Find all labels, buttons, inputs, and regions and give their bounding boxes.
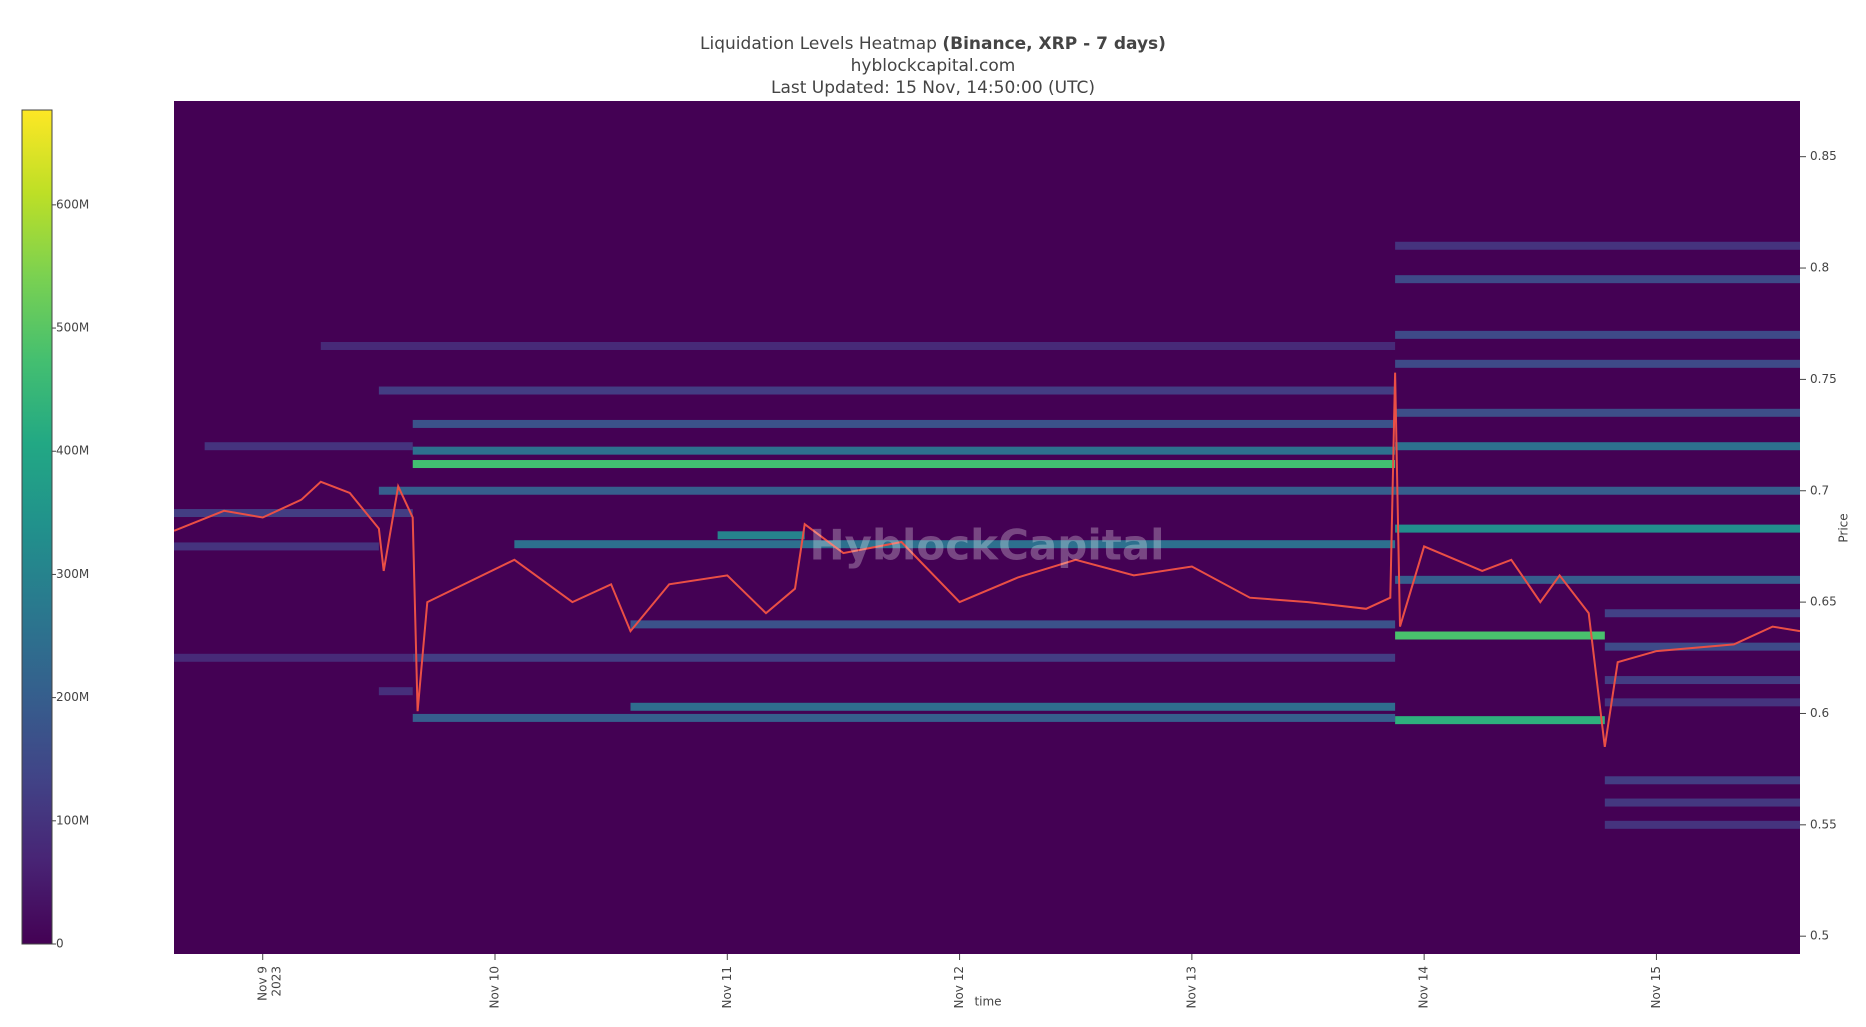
colorbar-tick-label: 600M xyxy=(56,197,89,211)
colorbar-tick-label: 300M xyxy=(56,567,89,581)
y-tick-label: 0.55 xyxy=(1810,817,1837,831)
tick-label-line: Nov 9 xyxy=(255,966,269,1001)
liquidation-level xyxy=(1395,575,1800,584)
last-updated: Last Updated: 15 Nov, 14:50:00 (UTC) xyxy=(771,78,1095,98)
liquidation-level xyxy=(1604,609,1800,618)
liquidation-level xyxy=(412,713,1396,722)
plot-area xyxy=(174,101,1800,954)
liquidation-level xyxy=(1395,408,1800,417)
colorbar-tick-label: 100M xyxy=(56,813,89,827)
x-tick-label: Nov 10 xyxy=(488,966,502,1009)
y-tick-label: 0.7 xyxy=(1810,483,1829,497)
chart-title: Liquidation Levels Heatmap (Binance, XRP… xyxy=(700,34,1166,54)
x-axis-label: time xyxy=(974,995,1001,1009)
colorbar-tick-label: 0 xyxy=(56,937,64,951)
liquidation-level xyxy=(1395,716,1605,725)
liquidation-level xyxy=(378,386,1396,395)
liquidation-level xyxy=(1604,798,1800,807)
watermark: HyblockCapital xyxy=(809,521,1164,570)
title-main: Liquidation Levels Heatmap xyxy=(700,34,937,54)
liquidation-level xyxy=(1604,698,1800,707)
liquidation-level xyxy=(1395,241,1800,250)
y-tick-label: 0.5 xyxy=(1810,929,1829,943)
liquidation-level xyxy=(1395,442,1800,451)
y-tick-label: 0.6 xyxy=(1810,706,1829,720)
y-tick-label: 0.75 xyxy=(1810,372,1837,386)
liquidation-level xyxy=(174,653,413,662)
liquidation-level xyxy=(1604,776,1800,785)
liquidation-level xyxy=(717,531,805,540)
liquidation-level xyxy=(1395,330,1800,339)
liquidation-level xyxy=(204,442,413,451)
colorbar xyxy=(21,109,53,945)
colorbar-tick-label: 400M xyxy=(56,444,89,458)
y-tick-label: 0.8 xyxy=(1810,261,1829,275)
y-tick-label: 0.85 xyxy=(1810,149,1837,163)
x-tick-label: Nov 92023 xyxy=(255,966,283,1001)
liquidation-level xyxy=(1604,820,1800,829)
liquidation-level xyxy=(514,540,1396,549)
liquidation-level xyxy=(412,419,1396,428)
x-tick-label: Nov 12 xyxy=(952,966,966,1009)
liquidation-level xyxy=(412,446,1396,455)
liquidation-level xyxy=(1395,359,1800,368)
liquidation-level xyxy=(412,653,1396,662)
y-tick-label: 0.65 xyxy=(1810,595,1837,609)
liquidation-level xyxy=(174,509,413,518)
title-detail: (Binance, XRP - 7 days) xyxy=(942,34,1166,54)
liquidation-level xyxy=(174,542,379,551)
liquidation-level xyxy=(1395,631,1605,640)
y-axis-label: Price xyxy=(1837,513,1851,542)
x-tick-label: Nov 14 xyxy=(1417,966,1431,1009)
colorbar-tick-label: 200M xyxy=(56,690,89,704)
liquidation-level xyxy=(412,460,1396,469)
x-tick-label: Nov 15 xyxy=(1649,966,1663,1009)
liquidation-level xyxy=(1395,486,1800,495)
x-tick-label: Nov 11 xyxy=(720,966,734,1009)
colorbar-tick-label: 500M xyxy=(56,321,89,335)
liquidation-level xyxy=(1395,275,1800,284)
liquidation-level xyxy=(378,687,413,696)
liquidation-level xyxy=(378,486,1396,495)
tick-label-line: 2023 xyxy=(269,966,283,997)
liquidation-level xyxy=(1604,676,1800,685)
subtitle: hyblockcapital.com xyxy=(851,56,1016,76)
liquidation-level xyxy=(630,702,1396,711)
liquidation-level xyxy=(320,341,1396,350)
x-tick-label: Nov 13 xyxy=(1184,966,1198,1009)
liquidation-level xyxy=(1395,524,1800,533)
liquidation-level xyxy=(630,620,1396,629)
price-line xyxy=(174,372,1800,748)
